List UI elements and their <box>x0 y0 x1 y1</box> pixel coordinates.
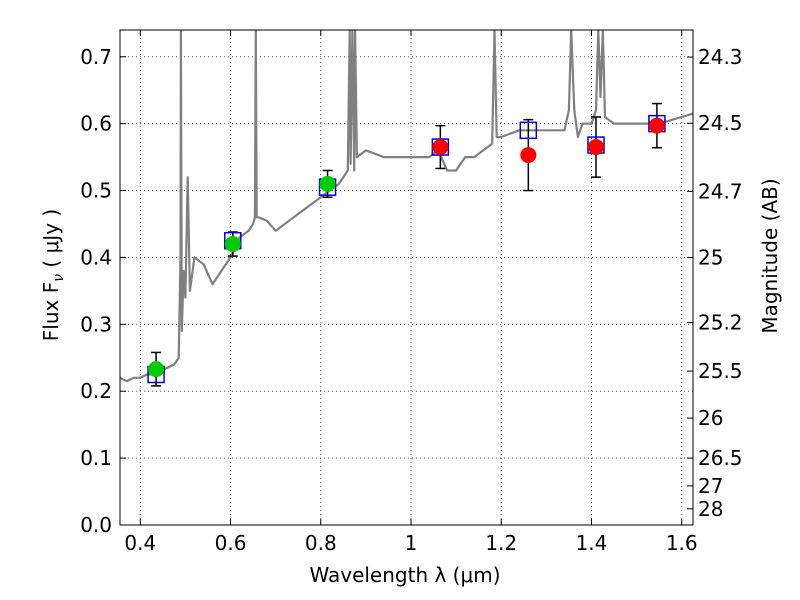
y-tick-label: 0.2 <box>80 379 112 403</box>
magnitude-tick-label: 28 <box>698 497 723 521</box>
x-tick-label: 1.2 <box>485 531 517 555</box>
y2-axis-label: Magnitude (AB) <box>758 178 782 333</box>
grid-layer <box>120 30 693 526</box>
space-photometry-point <box>587 139 604 156</box>
x-tick-label: 0.8 <box>305 531 337 555</box>
magnitude-tick-label: 25.5 <box>698 359 743 383</box>
y-axis-label-unit: ( μJy ) <box>39 209 63 274</box>
magnitude-tick-label: 24.5 <box>698 111 743 135</box>
y-axis-label-subscript: ν <box>51 274 67 282</box>
y-axis-label-text: Flux F <box>39 282 63 341</box>
magnitude-tick-label: 27 <box>698 474 723 498</box>
space-photometry-point <box>648 117 665 134</box>
x-tick-label: 1.6 <box>666 531 698 555</box>
tick-layer: 0.4 0.6 0.8 1 1.2 1.4 1.6 0.0 0.1 0.2 0.3 0.4 0.5 0.6… <box>80 30 743 555</box>
space-photometry-point <box>520 147 537 164</box>
ground-photometry-point <box>224 236 241 253</box>
ground-photometry-point <box>148 361 165 378</box>
space-photometry-point <box>432 139 449 156</box>
y-tick-label: 0.3 <box>80 312 112 336</box>
y-tick-label: 0.4 <box>80 245 112 269</box>
magnitude-tick-label: 24.7 <box>698 179 743 203</box>
synthetic-square-marker <box>519 121 538 140</box>
x-tick-label: 1.4 <box>576 531 608 555</box>
y-tick-label: 0.7 <box>80 45 112 69</box>
data-layer <box>120 30 693 387</box>
magnitude-tick-label: 24.3 <box>698 45 743 69</box>
x-tick-label: 1 <box>405 531 418 555</box>
plot-frame <box>119 29 694 526</box>
x-tick-label: 0.4 <box>124 531 156 555</box>
ground-photometry-point <box>319 175 336 192</box>
x-tick-label: 0.6 <box>215 531 247 555</box>
y-tick-label: 0.0 <box>80 513 112 537</box>
model-spectrum-line <box>120 30 693 383</box>
y-tick-label: 0.5 <box>80 179 112 203</box>
magnitude-tick-label: 25 <box>698 245 723 269</box>
magnitude-tick-label: 25.2 <box>698 311 743 335</box>
y-axis-label: Flux Fν ( μJy ) <box>39 209 67 341</box>
y-tick-label: 0.6 <box>80 112 112 136</box>
magnitude-tick-label: 26 <box>698 406 723 430</box>
y-tick-label: 0.1 <box>80 446 112 470</box>
x-axis-label: Wavelength λ (μm) <box>309 563 500 587</box>
magnitude-tick-label: 26.5 <box>698 446 743 470</box>
